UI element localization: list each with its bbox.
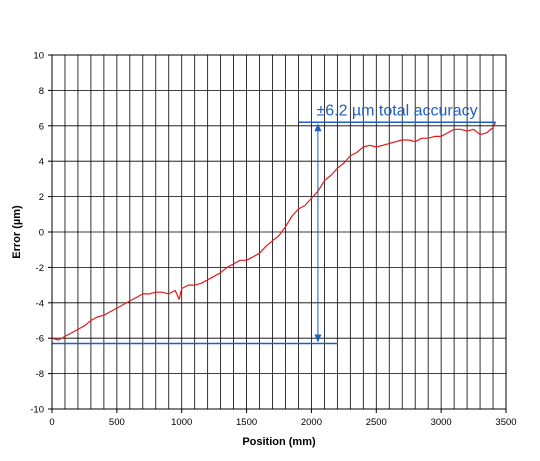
x-tick-label: 500 <box>109 417 125 428</box>
x-tick-label: 1500 <box>236 417 257 428</box>
plot-frame <box>51 54 507 410</box>
x-tick-label: 0 <box>49 417 54 428</box>
y-axis-title: Error (µm) <box>11 205 23 259</box>
y-tick-label: -4 <box>36 298 44 309</box>
series <box>51 122 497 341</box>
y-tick-label: 10 <box>33 51 44 62</box>
y-tick-label: 6 <box>39 121 44 132</box>
grid <box>52 55 506 409</box>
arrowhead-up <box>314 123 322 132</box>
y-tick-label: 4 <box>39 157 44 168</box>
x-tick-label: 3500 <box>495 417 516 428</box>
error-series-line <box>51 122 497 341</box>
y-tick-label: -6 <box>36 334 44 345</box>
x-axis-title: Position (mm) <box>242 436 316 448</box>
x-tick-label: 2500 <box>366 417 387 428</box>
y-tick-label: -2 <box>36 263 44 274</box>
annotation-label: ±6.2 µm total accuracy <box>316 102 477 119</box>
y-tick-label: -10 <box>30 405 44 416</box>
y-tick-label: 8 <box>39 86 44 97</box>
y-tick-label: -8 <box>36 369 44 380</box>
x-tick-label: 3000 <box>431 417 452 428</box>
arrowhead-down <box>314 334 322 343</box>
tick-labels: 0 500 1000 1500 2000 2500 3000 3500 -10 -8 -6 -4 -2 0… <box>30 51 516 429</box>
annotation <box>52 121 496 345</box>
x-tick-label: 2000 <box>301 417 322 428</box>
x-tick-label: 1000 <box>171 417 192 428</box>
y-tick-label: 0 <box>39 228 44 239</box>
y-tick-label: 2 <box>39 192 44 203</box>
